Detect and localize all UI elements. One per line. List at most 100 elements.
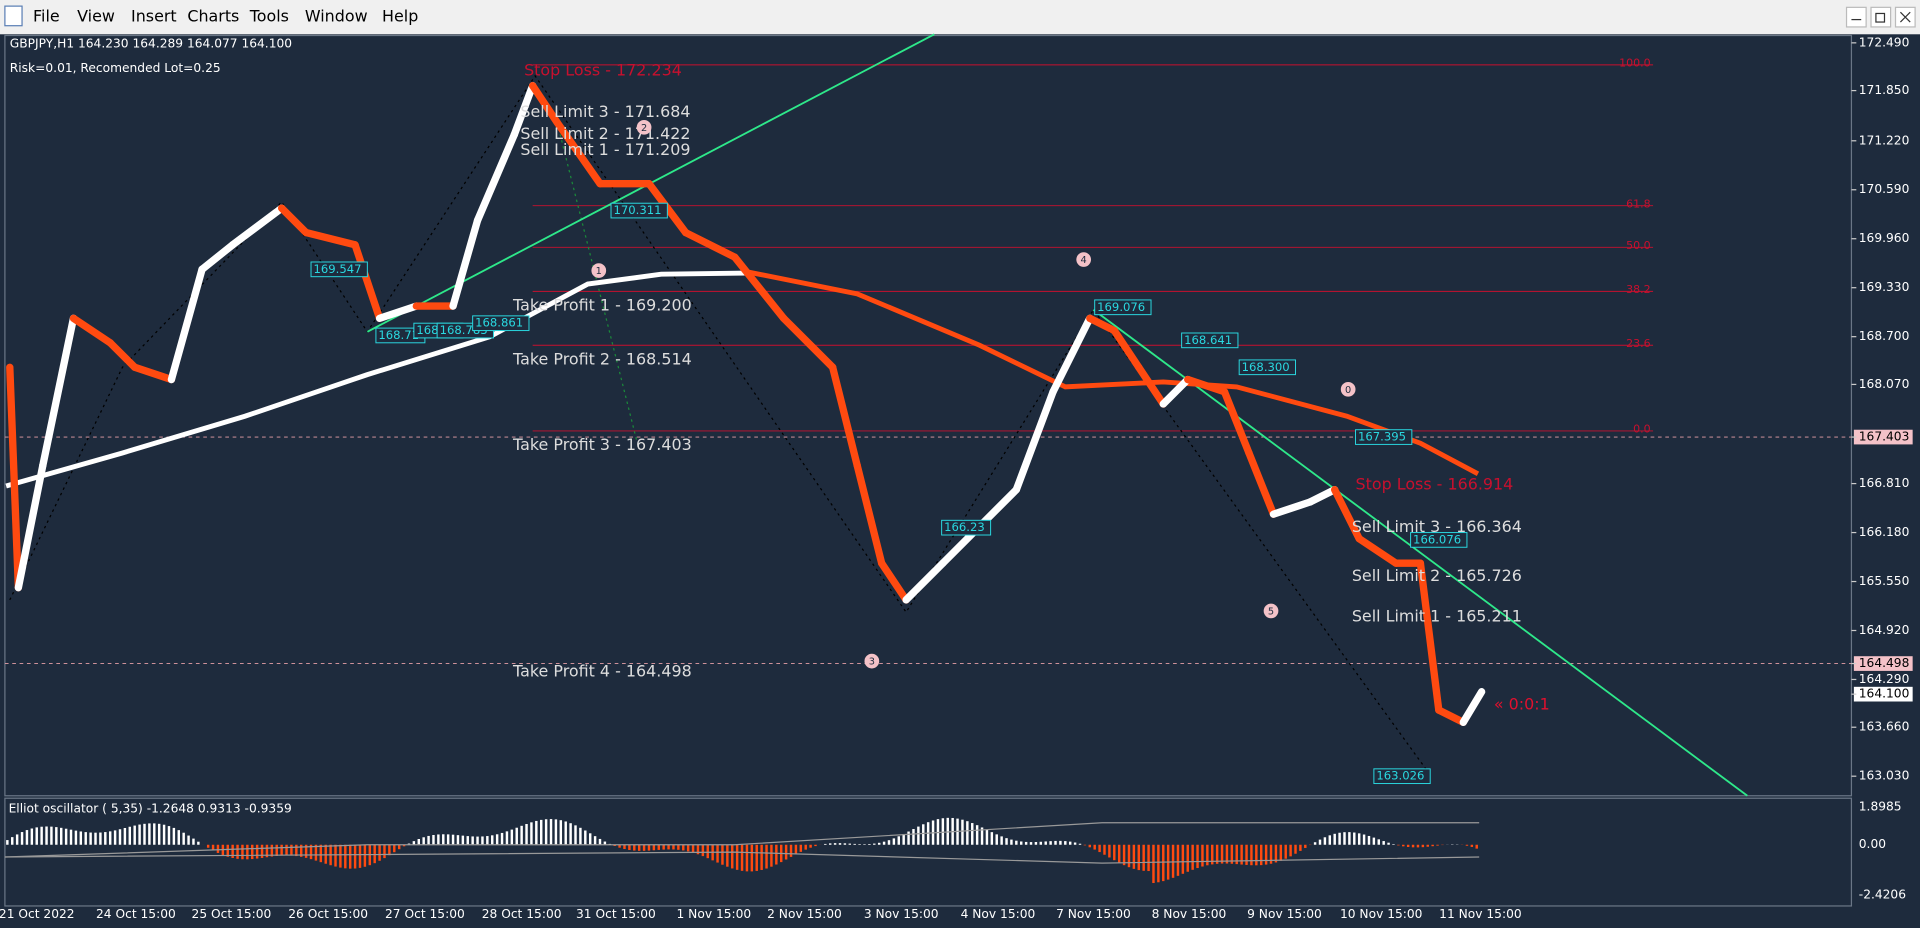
wave-marker — [1076, 252, 1092, 267]
price-axis-label: 169.330 — [1859, 280, 1910, 294]
symbol-header: GBPJPY,H1 164.230 164.289 164.077 164.10… — [10, 37, 292, 51]
fib-label: 23.6 — [1626, 337, 1651, 350]
price-axis-label: 164.290 — [1859, 672, 1910, 686]
price-tag: 167.395 — [1358, 430, 1406, 444]
price-tag: 168.641 — [1184, 333, 1232, 347]
price-axis-label: 169.960 — [1859, 231, 1910, 245]
price-axis-label: 168.070 — [1859, 377, 1910, 391]
wave-marker — [636, 119, 652, 135]
menu-item[interactable]: View — [77, 7, 115, 26]
price-segment — [473, 130, 518, 225]
price-tag-box — [1181, 332, 1239, 349]
menu-item[interactable]: Help — [382, 7, 418, 26]
signal-line — [4, 822, 1480, 858]
wave-marker — [1263, 603, 1279, 619]
price-tag-box — [1094, 299, 1152, 316]
trend-line — [1092, 309, 1748, 797]
date-label: 10 Nov 15:00 — [1340, 907, 1422, 921]
price-highlight — [1853, 429, 1913, 445]
price-axis-label: 164.920 — [1859, 623, 1910, 637]
date-label: 9 Nov 15:00 — [1247, 907, 1322, 921]
take-profit-label: Take Profit 1 - 169.200 — [512, 296, 692, 315]
date-label: 24 Oct 15:00 — [96, 907, 176, 921]
order-label: Stop Loss - 172.234 — [524, 61, 682, 80]
take-profit-label: Take Profit 3 - 167.403 — [512, 435, 692, 454]
wave-marker — [864, 653, 880, 669]
wave-label: 4 — [1081, 255, 1087, 266]
price-segment — [1306, 486, 1339, 506]
price-segment — [449, 216, 482, 310]
price-highlight — [1853, 656, 1913, 671]
price-axis-label: 167.403 — [1859, 430, 1910, 444]
price-segment — [302, 228, 359, 249]
price-axis-label: 166.180 — [1859, 525, 1910, 539]
price-segment — [228, 204, 286, 249]
timer: « 0:0:1 — [1494, 695, 1550, 714]
price-segment — [553, 118, 604, 188]
order-label: Sell Limit 3 - 166.364 — [1352, 517, 1522, 536]
menu-item[interactable]: Tools — [249, 7, 289, 26]
fib-label: 0.0 — [1633, 423, 1651, 436]
oscillator-axis-label: 0.00 — [1859, 837, 1886, 851]
price-segment — [902, 559, 947, 604]
price-segment — [1269, 498, 1314, 518]
moving-average-white — [5, 270, 747, 489]
price-segment — [1416, 559, 1443, 714]
fib-label: 38.2 — [1626, 283, 1651, 296]
minimize-button[interactable] — [1845, 6, 1867, 28]
menu-item[interactable]: Insert — [131, 7, 177, 26]
price-axis-label: 171.850 — [1859, 83, 1910, 97]
price-axis-label: 163.660 — [1859, 720, 1910, 734]
price-tag: 168.71 — [378, 328, 419, 342]
price-segment — [198, 241, 237, 274]
price-axis-label: 166.810 — [1859, 476, 1910, 490]
fib-label: 61.8 — [1626, 197, 1651, 210]
oscillator-title: Elliot oscillator ( 5,35) -1.2648 0.9313… — [9, 802, 292, 816]
price-segment — [69, 314, 114, 347]
close-icon — [1899, 11, 1911, 23]
price-segment — [1245, 449, 1278, 518]
date-label: 21 Oct 2022 — [0, 907, 75, 921]
price-segment — [351, 241, 384, 322]
wave-marker — [1340, 381, 1356, 397]
price-tag-box — [1238, 359, 1296, 376]
price-tag: 166.23 — [944, 520, 985, 534]
price-segment — [167, 265, 206, 384]
menu-bar — [0, 0, 1920, 35]
wave-marker — [591, 263, 607, 278]
price-segment — [1459, 688, 1486, 726]
oscillator-frame — [4, 797, 1853, 907]
price-segment — [277, 204, 310, 237]
price-segment — [682, 228, 739, 261]
price-segment — [1355, 535, 1400, 567]
price-tag-box — [472, 315, 530, 332]
price-highlight — [1853, 686, 1913, 702]
window-controls — [1845, 6, 1916, 28]
restore-button[interactable] — [1870, 6, 1892, 28]
order-label: Sell Limit 2 - 165.726 — [1352, 566, 1522, 585]
date-label: 1 Nov 15:00 — [677, 907, 752, 921]
order-label: Stop Loss - 166.914 — [1356, 474, 1514, 493]
price-segment — [375, 302, 420, 322]
price-axis-label: 164.498 — [1859, 656, 1910, 670]
menu-item[interactable]: Charts — [187, 7, 239, 26]
menu-item[interactable]: Window — [305, 7, 368, 26]
date-label: 28 Oct 15:00 — [482, 907, 562, 921]
price-segment — [131, 363, 176, 384]
price-segment — [1435, 706, 1467, 726]
date-label: 2 Nov 15:00 — [767, 907, 842, 921]
date-label: 27 Oct 15:00 — [385, 907, 465, 921]
wave-label: 3 — [869, 657, 875, 668]
restore-icon — [1875, 12, 1886, 23]
zigzag — [9, 74, 1431, 776]
price-tag-box — [310, 261, 368, 278]
menu-item[interactable]: File — [33, 7, 60, 26]
order-label: Sell Limit 3 - 171.684 — [520, 102, 690, 121]
price-tag-box — [610, 202, 668, 219]
date-label: 3 Nov 15:00 — [864, 907, 939, 921]
price-segment — [1049, 314, 1094, 396]
price-tag-box — [1410, 532, 1468, 548]
price-segment — [853, 461, 886, 567]
price-segment — [1135, 363, 1167, 408]
